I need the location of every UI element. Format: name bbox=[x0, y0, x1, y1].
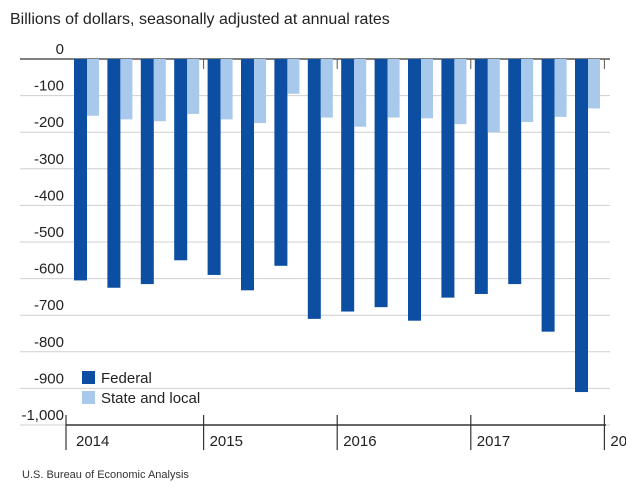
bar-state-and-local bbox=[521, 59, 534, 122]
y-tick-label: -400 bbox=[34, 187, 64, 204]
bar-federal bbox=[408, 59, 421, 321]
y-tick-label: -500 bbox=[34, 224, 64, 241]
y-axis-labels: 0 -100 -200 -300 -400 -500 -600 -700 -800 -900 -1,… bbox=[21, 41, 64, 424]
bar-federal bbox=[374, 59, 388, 308]
legend-swatch-state-and-local bbox=[82, 391, 95, 404]
chart-subtitle: Billions of dollars, seasonally adjusted… bbox=[10, 11, 390, 28]
bars bbox=[74, 59, 600, 393]
bar-federal bbox=[474, 59, 488, 294]
bar-federal bbox=[174, 59, 188, 261]
y-tick-label: -700 bbox=[34, 297, 64, 314]
bar-state-and-local bbox=[87, 59, 99, 116]
x-year-label: 2016 bbox=[343, 433, 376, 450]
y-tick-label: -100 bbox=[34, 78, 64, 95]
bar-federal bbox=[441, 59, 455, 298]
bar-state-and-local bbox=[354, 59, 367, 127]
y-tick-label: -600 bbox=[34, 261, 64, 278]
bar-federal bbox=[508, 59, 522, 285]
bar-state-and-local bbox=[153, 59, 166, 122]
bar-state-and-local bbox=[254, 59, 266, 124]
bar-state-and-local bbox=[220, 59, 233, 120]
bar-state-and-local bbox=[421, 59, 433, 119]
bar-federal bbox=[274, 59, 288, 266]
bar-federal bbox=[575, 59, 588, 393]
bar-state-and-local bbox=[287, 59, 300, 94]
y-tick-label: -900 bbox=[34, 370, 64, 387]
bar-state-and-local bbox=[454, 59, 467, 125]
x-year-label: 2014 bbox=[76, 433, 109, 450]
bar-state-and-local bbox=[554, 59, 567, 117]
bar-federal bbox=[241, 59, 254, 291]
y-tick-label: -1,000 bbox=[21, 407, 64, 424]
bar-federal bbox=[74, 59, 87, 281]
bar-federal bbox=[140, 59, 154, 285]
x-axis: 2014 2015 2016 2017 2018 bbox=[65, 59, 626, 450]
x-year-label: 2018 bbox=[610, 433, 626, 450]
bar-state-and-local bbox=[120, 59, 133, 120]
bar-federal bbox=[207, 59, 221, 275]
legend-label-federal: Federal bbox=[101, 370, 152, 387]
bar-federal bbox=[341, 59, 355, 312]
bar-federal bbox=[307, 59, 321, 319]
x-year-label: 2017 bbox=[477, 433, 510, 450]
legend-label-state-and-local: State and local bbox=[101, 390, 200, 407]
bar-state-and-local bbox=[588, 59, 600, 109]
source-note: U.S. Bureau of Economic Analysis bbox=[22, 469, 189, 481]
bar-federal bbox=[107, 59, 121, 288]
bar-federal bbox=[541, 59, 555, 332]
bar-state-and-local bbox=[387, 59, 400, 118]
y-tick-label: -800 bbox=[34, 334, 64, 351]
legend: Federal State and local bbox=[82, 370, 200, 407]
legend-swatch-federal bbox=[82, 371, 95, 384]
y-tick-label: 0 bbox=[56, 41, 64, 58]
y-tick-label: -200 bbox=[34, 114, 64, 131]
bar-state-and-local bbox=[487, 59, 500, 133]
bar-state-and-local bbox=[187, 59, 200, 114]
y-tick-label: -300 bbox=[34, 151, 64, 168]
bar-state-and-local bbox=[320, 59, 333, 118]
x-year-label: 2015 bbox=[210, 433, 243, 450]
